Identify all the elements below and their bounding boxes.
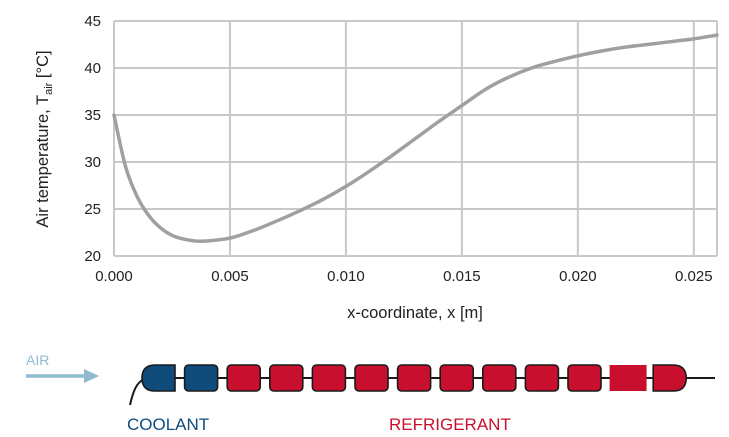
air-label: AIR	[26, 352, 49, 368]
x-tick-labels: 0.000 0.005 0.010 0.015 0.020 0.025	[95, 268, 712, 285]
x-tick-label: 0.025	[675, 268, 713, 285]
y-tick-label: 25	[84, 201, 101, 218]
y-tick-label: 45	[84, 13, 101, 30]
x-tick-label: 0.020	[559, 268, 597, 285]
refrigerant-channel	[268, 364, 304, 392]
coolant-label: COOLANT	[127, 415, 209, 434]
y-tick-label: 20	[84, 248, 101, 265]
x-tick-label: 0.000	[95, 268, 133, 285]
x-tick-label: 0.010	[327, 268, 365, 285]
refrigerant-channel	[311, 364, 347, 392]
coolant-channel	[141, 364, 176, 392]
channel-diagram: AIR COOLANT REFRIGERANT	[26, 352, 715, 434]
refrigerant-channel	[354, 364, 389, 392]
y-tick-labels: 20 25 30 35 40 45	[84, 13, 101, 265]
grid-lines	[114, 20, 717, 257]
channel-row	[141, 364, 688, 392]
refrigerant-channel	[652, 364, 688, 392]
air-temperature-chart: 0.000 0.005 0.010 0.015 0.020 0.025 20 25 30 35 4…	[34, 13, 719, 322]
air-flow-arrow-head	[84, 369, 99, 383]
refrigerant-channel	[567, 364, 602, 392]
y-axis-label-subscript: air	[43, 82, 55, 95]
coolant-channel	[183, 364, 219, 392]
plot-frame	[113, 21, 718, 256]
x-axis-label: x-coordinate, x [m]	[347, 304, 483, 322]
y-axis-label: Air temperature, Tair [°C]	[34, 50, 55, 227]
refrigerant-channel	[226, 364, 261, 392]
refrigerant-channel	[396, 364, 432, 392]
refrigerant-channel	[609, 365, 647, 391]
refrigerant-channel	[439, 364, 475, 392]
y-axis-label-unit: [°C]	[34, 50, 52, 82]
x-tick-label: 0.015	[443, 268, 481, 285]
y-axis-label-main: Air temperature, T	[34, 95, 52, 228]
refrigerant-channel	[481, 364, 517, 392]
refrigerant-channel	[524, 364, 560, 392]
y-tick-label: 30	[84, 154, 101, 171]
y-tick-label: 40	[84, 60, 101, 77]
refrigerant-label: REFRIGERANT	[389, 415, 511, 434]
y-tick-label: 35	[84, 107, 101, 124]
temperature-curve	[112, 33, 719, 244]
x-tick-label: 0.005	[211, 268, 249, 285]
